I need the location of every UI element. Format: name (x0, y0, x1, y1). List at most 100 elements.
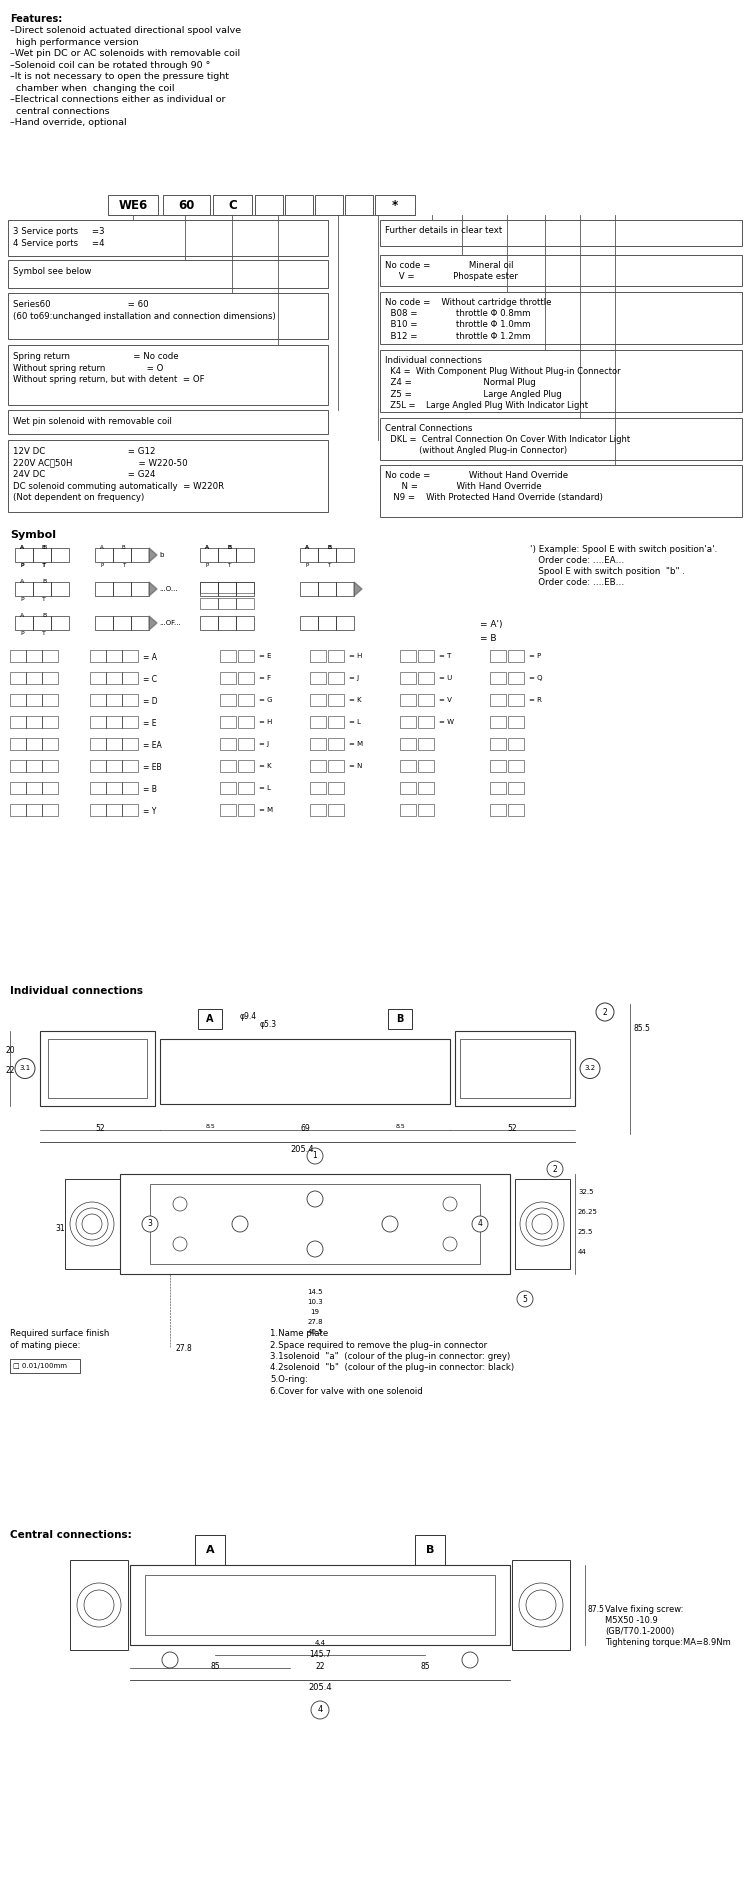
Text: 24V DC                              = G24: 24V DC = G24 (13, 469, 155, 479)
Bar (328, 672, 344, 683)
Text: B: B (426, 1545, 434, 1554)
Text: Wet pin solenoid with removable coil: Wet pin solenoid with removable coil (13, 417, 172, 426)
Text: DKL =  Central Connection On Cover With Indicator Light: DKL = Central Connection On Cover With I… (385, 435, 630, 445)
Bar (106, 694, 122, 706)
Bar (220, 694, 236, 706)
Text: No code =    Without cartridge throttle: No code = Without cartridge throttle (385, 298, 551, 308)
Bar (238, 783, 254, 794)
Text: Individual connections: Individual connections (385, 357, 482, 364)
Polygon shape (149, 582, 157, 597)
Bar (10, 715, 26, 728)
Bar (122, 649, 138, 663)
Text: WE6: WE6 (118, 199, 148, 212)
Bar (310, 760, 326, 771)
Bar (400, 672, 416, 683)
Bar (238, 694, 254, 706)
Text: P: P (20, 563, 24, 569)
Text: = A'): = A') (480, 619, 502, 629)
Text: Individual connections: Individual connections (10, 985, 143, 997)
Circle shape (77, 1582, 121, 1627)
Bar (42, 715, 58, 728)
Bar (218, 599, 236, 608)
Text: B: B (227, 544, 231, 550)
Text: (without Angled Plug-in Connector): (without Angled Plug-in Connector) (385, 447, 567, 456)
Text: N9 =    With Protected Hand Override (standard): N9 = With Protected Hand Override (stand… (385, 494, 603, 503)
Text: B: B (327, 544, 331, 550)
Bar (10, 738, 26, 751)
Polygon shape (149, 616, 157, 631)
Text: A: A (206, 544, 210, 550)
Bar (200, 616, 218, 631)
Text: = P: = P (529, 653, 542, 659)
Bar (8, 261, 328, 287)
Bar (42, 694, 58, 706)
Text: = U: = U (439, 676, 452, 681)
Text: 3.1solenoid  "a"  (colour of the plug–in connector: grey): 3.1solenoid "a" (colour of the plug–in c… (270, 1351, 510, 1361)
Bar (15, 548, 33, 561)
Bar (310, 715, 326, 728)
Text: = M: = M (259, 807, 273, 813)
Bar (508, 803, 524, 816)
Bar (106, 715, 122, 728)
Text: No code =              Mineral oil: No code = Mineral oil (385, 261, 514, 270)
Text: A: A (305, 544, 309, 550)
Bar (236, 616, 254, 631)
Text: 22: 22 (315, 1661, 325, 1671)
Text: B08 =              throttle Φ 0.8mm: B08 = throttle Φ 0.8mm (385, 310, 530, 319)
Bar (218, 582, 236, 593)
Bar (33, 548, 51, 561)
Bar (106, 649, 122, 663)
Bar (108, 195, 158, 216)
Bar (336, 582, 354, 597)
Text: φ5.3: φ5.3 (260, 1019, 278, 1029)
Bar (195, 1535, 225, 1565)
Circle shape (162, 1652, 178, 1669)
Bar (198, 1010, 222, 1029)
Bar (90, 738, 106, 751)
Text: B: B (42, 544, 46, 550)
Bar (418, 783, 434, 794)
Text: φ9.4: φ9.4 (240, 1012, 257, 1021)
Bar (490, 715, 506, 728)
Text: –Electrical connections either as individual or: –Electrical connections either as indivi… (10, 96, 226, 103)
Text: 10.3: 10.3 (308, 1299, 322, 1305)
Bar (318, 616, 336, 631)
Bar (328, 783, 344, 794)
Bar (508, 694, 524, 706)
Bar (122, 715, 138, 728)
Bar (26, 760, 42, 771)
Bar (418, 694, 434, 706)
Text: K4 =  With Component Plug Without Plug-in Connector: K4 = With Component Plug Without Plug-in… (385, 368, 621, 375)
Bar (122, 672, 138, 683)
Text: 26.25: 26.25 (578, 1209, 598, 1214)
Bar (42, 803, 58, 816)
Bar (310, 694, 326, 706)
Text: 25.5: 25.5 (578, 1229, 593, 1235)
Circle shape (526, 1209, 558, 1241)
Bar (8, 439, 328, 512)
Bar (318, 582, 336, 597)
Text: 4.4: 4.4 (314, 1640, 326, 1646)
Bar (508, 649, 524, 663)
Text: 2: 2 (603, 1008, 608, 1017)
Bar (380, 293, 742, 343)
Bar (8, 409, 328, 434)
Text: *: * (392, 199, 398, 212)
Bar (90, 715, 106, 728)
Bar (415, 1535, 445, 1565)
Bar (218, 616, 236, 631)
Text: T: T (42, 563, 46, 569)
Circle shape (311, 1701, 329, 1719)
Circle shape (15, 1059, 35, 1079)
Bar (238, 803, 254, 816)
Bar (236, 548, 254, 561)
Text: ...OF...: ...OF... (159, 619, 181, 627)
Bar (300, 616, 318, 631)
Text: B: B (227, 544, 231, 550)
Text: DC solenoid commuting automatically  = W220R: DC solenoid commuting automatically = W2… (13, 482, 224, 490)
Circle shape (596, 1002, 614, 1021)
Bar (218, 548, 236, 561)
Bar (285, 195, 313, 216)
Bar (328, 694, 344, 706)
Bar (460, 1040, 570, 1098)
